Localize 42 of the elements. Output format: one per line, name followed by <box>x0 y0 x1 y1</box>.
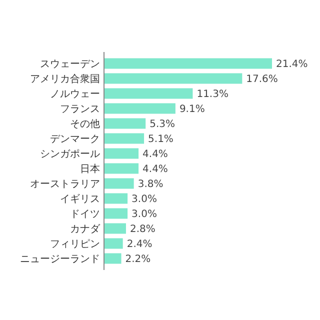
data-label: 3.8% <box>138 179 164 190</box>
y-tick-label: カナダ <box>70 223 101 235</box>
bar <box>104 253 122 264</box>
y-tick-label: スウェーデン <box>40 59 100 70</box>
bar <box>104 193 128 204</box>
data-label: 3.0% <box>132 194 157 205</box>
data-label: 2.2% <box>125 254 151 265</box>
bar <box>104 148 139 159</box>
data-label: 5.1% <box>148 134 174 145</box>
bar <box>104 118 146 129</box>
y-tick-label: アメリカ合衆国 <box>30 73 100 85</box>
y-tick-label: 日本 <box>80 163 100 175</box>
y-tick-label: イギリス <box>60 193 100 205</box>
bar <box>104 238 123 249</box>
y-tick-label: ノルウェー <box>50 89 100 100</box>
data-label: 5.3% <box>150 119 176 130</box>
data-label: 3.0% <box>132 209 157 220</box>
bar <box>104 133 144 144</box>
y-tick-label: フィリピン <box>50 239 100 250</box>
data-label: 17.6% <box>246 74 278 85</box>
bar <box>104 103 176 114</box>
bar <box>104 223 126 234</box>
y-tick-label: オーストラリア <box>30 179 100 190</box>
bar <box>104 58 272 69</box>
data-label: 9.1% <box>179 104 205 115</box>
bar <box>104 163 139 174</box>
y-tick-label: その他 <box>70 118 100 130</box>
data-label: 2.8% <box>130 224 156 235</box>
data-label: 11.3% <box>196 89 228 100</box>
y-tick-label: シンガポール <box>40 149 100 160</box>
bar <box>104 178 134 189</box>
data-label: 4.4% <box>142 164 168 175</box>
bar <box>104 208 128 219</box>
bar <box>104 73 242 84</box>
y-tick-label: ドイツ <box>70 209 100 220</box>
y-tick-label: ニュージーランド <box>20 254 100 265</box>
y-tick-label: デンマーク <box>50 134 100 145</box>
data-label: 4.4% <box>142 149 168 160</box>
y-tick-label: フランス <box>60 104 100 115</box>
bar <box>104 88 193 99</box>
data-label: 2.4% <box>126 239 152 250</box>
data-label: 21.4% <box>276 59 308 70</box>
